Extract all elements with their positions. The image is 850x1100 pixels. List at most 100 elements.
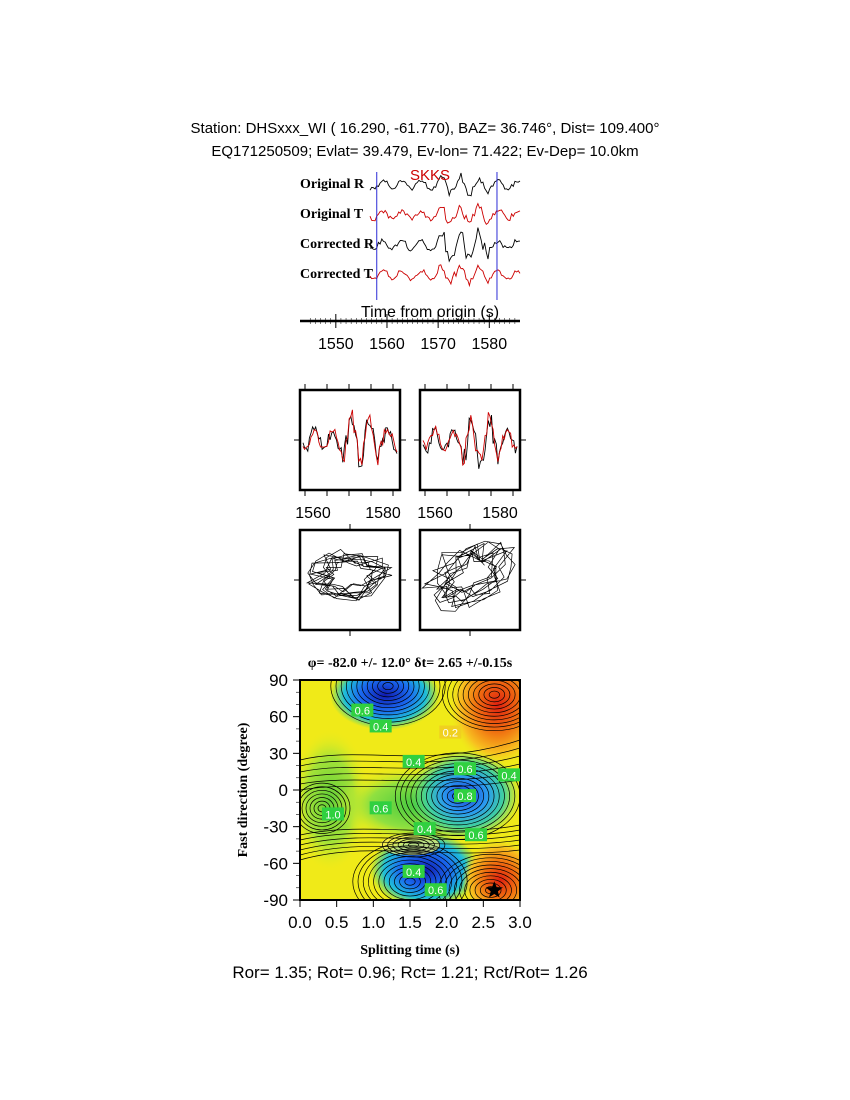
contour-label: 0.4 [406,757,421,769]
contour-line [479,882,502,898]
waveform-box-right [418,388,522,492]
contour-line [462,680,520,717]
contour-line [300,763,520,779]
contour-line [394,752,520,840]
grid-x-tick-label: 0.5 [325,913,349,932]
ratio-footer: Ror= 1.35; Rot= 0.96; Rct= 1.21; Rct/Rot… [232,963,588,982]
contour-label: 0.6 [428,885,443,897]
contour-label-bg [498,768,520,782]
contour-label: 0.4 [417,824,432,836]
contour-label: 0.4 [406,867,421,879]
time-tick-label: 1560 [369,336,405,353]
contour-line [457,680,520,721]
contour-line [474,879,507,900]
win-left-tick-1580: 1580 [365,505,401,522]
contour-label: 0.4 [373,721,388,733]
contour-label-bg [322,807,344,821]
contour-line [300,834,520,846]
series-label-corrected-r: Corrected R [300,237,375,252]
contour-line [459,868,520,900]
contour-line [346,680,430,716]
grid-x-tick-label: 0.0 [288,913,312,932]
grid-y-tick-label: 90 [269,671,288,690]
contour-label-bg [413,822,436,836]
grid-ylabel: Fast direction (degree) [236,722,251,857]
contour-label-bg [439,725,462,739]
contour-label-bg [454,789,476,803]
contour-line [356,680,420,709]
contour-label: 0.6 [457,764,472,776]
contour-line [300,844,520,856]
seismogram-trace [369,227,521,263]
contour-line [366,680,410,701]
series-label-original-t: Original T [300,207,364,222]
contour-line [300,755,520,773]
contour-label-bg [424,883,447,897]
contour-line [436,781,479,811]
time-tick-label: 1570 [420,336,456,353]
contour-label-bg [402,864,425,878]
win-left-tick-1560: 1560 [295,505,331,522]
particle-motion-box-original [298,528,402,632]
grid-y-tick-label: 0 [279,781,288,800]
contour-line [400,756,516,837]
grid-y-tick-label: 60 [269,708,288,727]
contour-line [467,680,520,714]
contour-label: 0.6 [355,706,370,718]
time-axis-label: Time from origin (s) [361,304,499,321]
grid-x-tick-label: 2.0 [435,913,459,932]
time-tick-label: 1580 [472,336,508,353]
time-axis: 1550 1560 1570 1580 [300,314,520,353]
contour-line [300,771,520,785]
grid-title: φ= -82.0 +/- 12.0° δt= 2.65 +/-0.15s [308,656,513,671]
contour-line [362,848,458,900]
contour-line [469,875,512,900]
particle-motion-box-corrected [418,528,522,632]
series-label-corrected-t: Corrected T [300,267,374,282]
contour-line [378,859,442,900]
contour-label: 0.6 [468,830,483,842]
series-label-original-r: Original R [300,177,365,192]
contour-label-bg [402,754,425,768]
contour-label-bg [465,828,487,842]
energy-grid-heatmap: 0.60.40.20.40.60.41.00.60.40.60.80.40.6 … [263,671,531,932]
contour-line [377,680,399,694]
contour-line [488,690,500,699]
time-tick-label: 1550 [318,336,354,353]
contour-line [402,840,425,850]
contour-line [448,861,520,900]
waveform-box-left [298,388,402,492]
contour-line [372,680,404,698]
contour-line [352,841,468,900]
win-right-tick-1580: 1580 [482,505,518,522]
windowed-trace-transverse [422,412,518,467]
grid-xlabel: Splitting time (s) [360,943,460,958]
seismogram-panel [369,172,521,300]
particle-trajectory [305,548,393,602]
contour-label: 0.6 [373,803,388,815]
contour-label: 0.8 [457,791,472,803]
contour-line [373,856,447,900]
station-header: Station: DHSxxx_WI ( 16.290, -61.770), B… [190,120,660,137]
grid-x-tick-label: 1.0 [362,913,386,932]
contour-line [452,680,520,724]
contour-label-bg [454,762,476,776]
windowed-waveform-panels [294,384,526,496]
particle-trajectory [421,540,516,612]
contour-line [431,777,485,815]
win-right-tick-1560: 1560 [417,505,453,522]
grid-x-tick-label: 1.5 [398,913,422,932]
contour-line [453,864,520,900]
contour-line [300,839,520,851]
contour-label: 1.0 [325,809,340,821]
grid-y-tick-label: 30 [269,744,288,763]
grid-y-tick-label: -90 [263,891,288,910]
contour-label-bg [369,719,392,733]
contour-line [382,682,394,691]
best-fit-star-icon [485,881,503,898]
contour-line [300,849,520,861]
contour-line [357,845,463,900]
contour-line [483,687,506,703]
contour-line [441,680,520,732]
contour-line [300,782,351,834]
